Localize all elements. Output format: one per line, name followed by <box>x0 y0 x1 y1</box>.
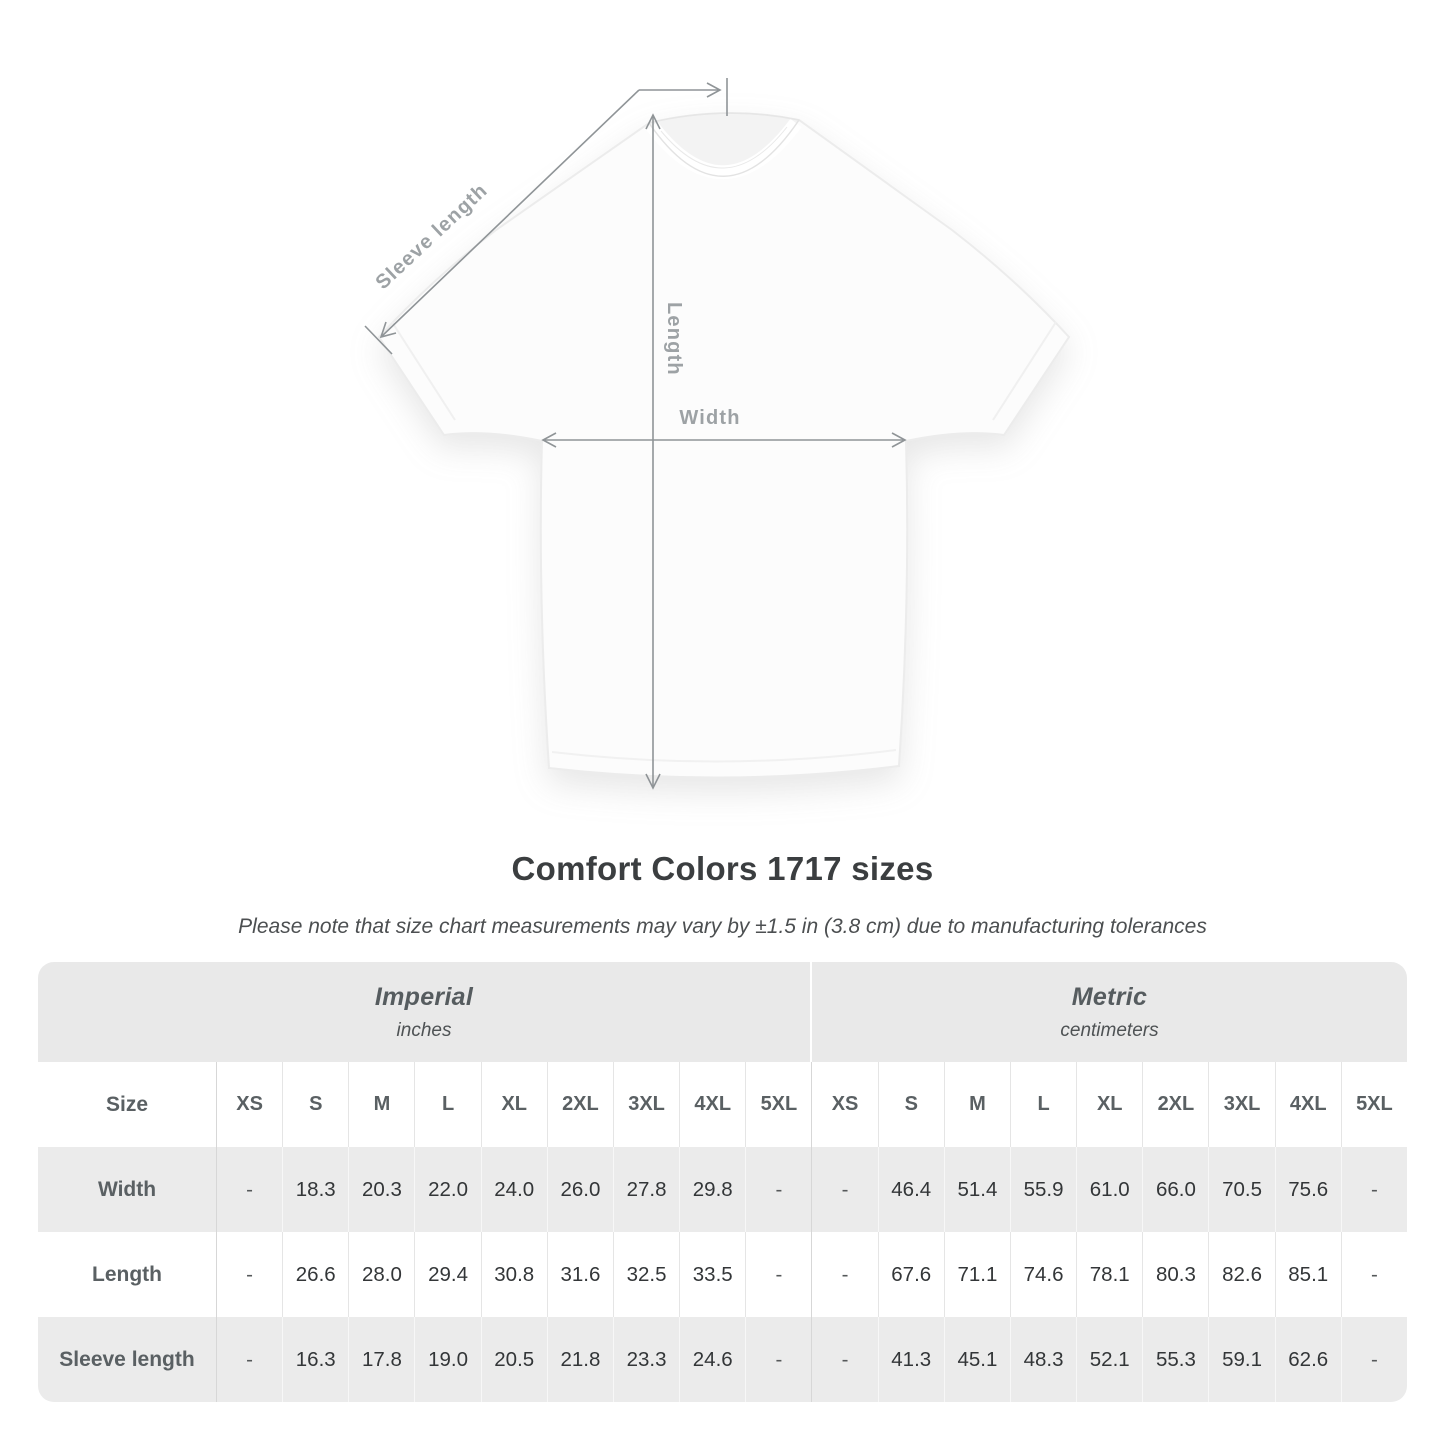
value-cell: - <box>1340 1317 1407 1402</box>
row-label: Length <box>38 1232 216 1317</box>
size-col-header: XL <box>480 1062 547 1147</box>
tolerance-note: Please note that size chart measurements… <box>238 915 1207 938</box>
value-cell: 70.5 <box>1208 1147 1275 1232</box>
size-col-header: 5XL <box>1340 1062 1407 1147</box>
imperial-section-header: Imperial inches <box>38 962 810 1062</box>
size-col-header: 2XL <box>1142 1062 1209 1147</box>
value-cell: 45.1 <box>943 1317 1010 1402</box>
value-cell: 30.8 <box>480 1232 547 1317</box>
size-col-header: 2XL <box>546 1062 613 1147</box>
value-cell: 22.0 <box>414 1147 481 1232</box>
value-cell: - <box>745 1147 812 1232</box>
value-cell: 21.8 <box>546 1317 613 1402</box>
value-cell: 71.1 <box>943 1232 1010 1317</box>
value-cell: 55.9 <box>1009 1147 1077 1232</box>
size-col-header: 4XL <box>1274 1062 1341 1147</box>
value-cell: 26.6 <box>282 1232 349 1317</box>
value-cell: 80.3 <box>1142 1232 1209 1317</box>
value-cell: 59.1 <box>1208 1317 1275 1402</box>
size-table-grid: Size XS S M L XL 2XL 3XL 4XL 5XL XS S M L XL 2XL 3XL 4XL 5… <box>38 1062 1407 1402</box>
value-cell: - <box>745 1317 812 1402</box>
value-cell: 20.5 <box>480 1317 547 1402</box>
row-label: Width <box>38 1147 216 1232</box>
size-col-header: 3XL <box>612 1062 680 1147</box>
value-cell: 78.1 <box>1076 1232 1143 1317</box>
tshirt-diagram: Sleeve length Length Width <box>364 78 1071 790</box>
value-cell: 16.3 <box>282 1317 349 1402</box>
value-cell: 19.0 <box>414 1317 481 1402</box>
value-cell: 61.0 <box>1076 1147 1143 1232</box>
value-cell: 24.0 <box>480 1147 547 1232</box>
value-cell: 75.6 <box>1274 1147 1341 1232</box>
value-cell: 33.5 <box>679 1232 746 1317</box>
unit-header-band: Imperial inches Metric centimeters <box>38 962 1407 1062</box>
metric-unit: centimeters <box>1060 1019 1159 1041</box>
size-col-header: L <box>1009 1062 1077 1147</box>
size-col-header: S <box>877 1062 944 1147</box>
size-col-header: 5XL <box>745 1062 812 1147</box>
width-label: Width <box>679 407 740 429</box>
size-col-header: M <box>943 1062 1010 1147</box>
value-cell: 82.6 <box>1208 1232 1275 1317</box>
value-cell: - <box>216 1317 283 1402</box>
value-cell: 85.1 <box>1274 1232 1341 1317</box>
size-col-header: M <box>348 1062 415 1147</box>
size-col-header: L <box>414 1062 481 1147</box>
metric-title: Metric <box>1071 982 1148 1011</box>
value-cell: 18.3 <box>282 1147 349 1232</box>
value-cell: - <box>216 1147 283 1232</box>
value-cell: - <box>811 1147 878 1232</box>
page-title: Comfort Colors 1717 sizes <box>511 850 934 887</box>
value-cell: 29.8 <box>679 1147 746 1232</box>
size-col-header: S <box>282 1062 349 1147</box>
size-col-header: XL <box>1076 1062 1143 1147</box>
value-cell: 62.6 <box>1274 1317 1341 1402</box>
value-cell: 55.3 <box>1142 1317 1209 1402</box>
value-cell: 67.6 <box>877 1232 944 1317</box>
value-cell: 29.4 <box>414 1232 481 1317</box>
imperial-unit: inches <box>396 1019 452 1041</box>
value-cell: - <box>1340 1232 1407 1317</box>
value-cell: 20.3 <box>348 1147 415 1232</box>
value-cell: 17.8 <box>348 1317 415 1402</box>
value-cell: 46.4 <box>877 1147 944 1232</box>
value-cell: 31.6 <box>546 1232 613 1317</box>
size-table: Imperial inches Metric centimeters Size X… <box>38 962 1407 1402</box>
value-cell: 74.6 <box>1009 1232 1077 1317</box>
value-cell: - <box>1340 1147 1407 1232</box>
value-cell: - <box>216 1232 283 1317</box>
value-cell: 27.8 <box>612 1147 680 1232</box>
value-cell: 23.3 <box>612 1317 680 1402</box>
value-cell: 51.4 <box>943 1147 1010 1232</box>
metric-section-header: Metric centimeters <box>812 962 1407 1062</box>
value-cell: - <box>811 1317 878 1402</box>
size-corner-label: Size <box>38 1062 216 1147</box>
section-divider <box>810 962 812 1062</box>
value-cell: 28.0 <box>348 1232 415 1317</box>
row-label: Sleeve length <box>38 1317 216 1402</box>
tshirt-graphic <box>377 112 1071 779</box>
length-label: Length <box>663 302 685 376</box>
value-cell: 24.6 <box>679 1317 746 1402</box>
value-cell: 66.0 <box>1142 1147 1209 1232</box>
imperial-title: Imperial <box>374 982 474 1011</box>
value-cell: - <box>745 1232 812 1317</box>
size-col-header: XS <box>216 1062 283 1147</box>
value-cell: - <box>811 1232 878 1317</box>
size-col-header: 4XL <box>679 1062 746 1147</box>
value-cell: 52.1 <box>1076 1317 1143 1402</box>
size-col-header: 3XL <box>1208 1062 1275 1147</box>
value-cell: 41.3 <box>877 1317 944 1402</box>
value-cell: 26.0 <box>546 1147 613 1232</box>
value-cell: 32.5 <box>612 1232 680 1317</box>
size-col-header: XS <box>811 1062 878 1147</box>
value-cell: 48.3 <box>1009 1317 1077 1402</box>
